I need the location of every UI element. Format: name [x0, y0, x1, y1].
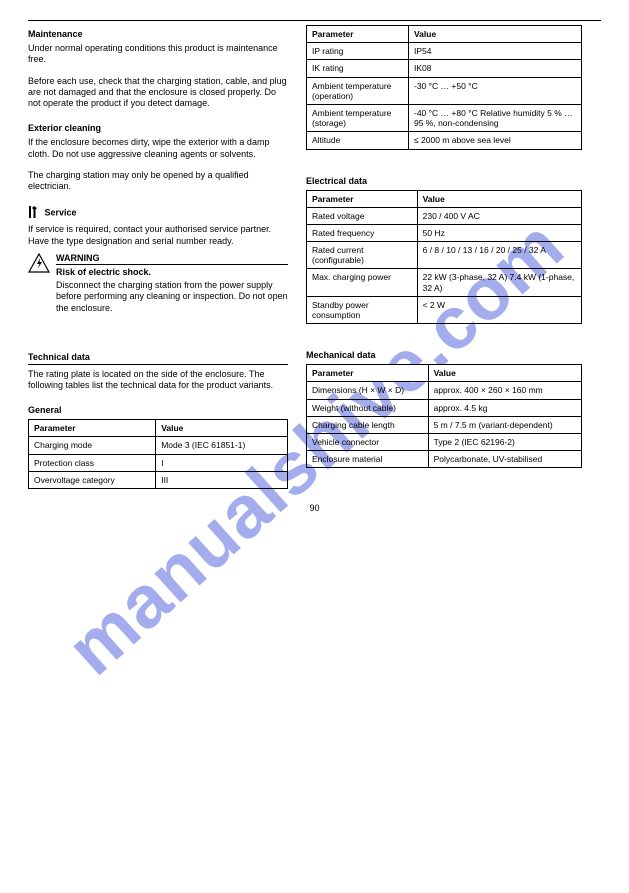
mechanical-heading: Mechanical data: [306, 350, 582, 360]
table-cell: Standby power consumption: [307, 296, 418, 323]
table-cell: Charging mode: [29, 437, 156, 454]
table-cell: Rated voltage: [307, 207, 418, 224]
table-cell: IP rating: [307, 43, 409, 60]
table-cell: Protection class: [29, 454, 156, 471]
table-header: Value: [408, 26, 581, 43]
tools-icon: [28, 206, 38, 220]
general-table: Parameter Value Charging modeMode 3 (IEC…: [28, 419, 288, 489]
techdata-intro: The rating plate is located on the side …: [28, 369, 288, 392]
electrical-heading: Electrical data: [306, 176, 582, 186]
wipe-heading: Exterior cleaning: [28, 123, 288, 133]
wipe-p1: If the enclosure becomes dirty, wipe the…: [28, 137, 288, 160]
table-cell: < 2 W: [417, 296, 581, 323]
table-cell: Charging cable length: [307, 416, 429, 433]
table-header: Value: [428, 365, 581, 382]
table-cell: approx. 4.5 kg: [428, 399, 581, 416]
table-header: Value: [156, 420, 288, 437]
warning-line1: Risk of electric shock.: [56, 267, 288, 278]
env-table: Parameter Value IP ratingIP54IK ratingIK…: [306, 25, 582, 150]
table-cell: -40 °C … +80 °C Relative humidity 5 % … …: [408, 104, 581, 131]
electrical-table: Parameter Value Rated voltage230 / 400 V…: [306, 190, 582, 325]
table-cell: Vehicle connector: [307, 433, 429, 450]
table-cell: Rated current (configurable): [307, 242, 418, 269]
table-cell: -30 °C … +50 °C: [408, 77, 581, 104]
table-cell: I: [156, 454, 288, 471]
warning-box: WARNING Risk of electric shock. Disconne…: [28, 253, 288, 316]
table-cell: Rated frequency: [307, 224, 418, 241]
table-cell: Ambient temperature (storage): [307, 104, 409, 131]
table-cell: Overvoltage category: [29, 471, 156, 488]
right-column: Parameter Value IP ratingIP54IK ratingIK…: [306, 23, 582, 489]
table-header: Parameter: [307, 190, 418, 207]
table-cell: Dimensions (H × W × D): [307, 382, 429, 399]
table-cell: Enclosure material: [307, 451, 429, 468]
table-header: Value: [417, 190, 581, 207]
table-cell: III: [156, 471, 288, 488]
techdata-heading: Technical data: [28, 352, 288, 362]
page-top-rule: [28, 20, 601, 21]
mechanical-table: Parameter Value Dimensions (H × W × D)ap…: [306, 364, 582, 468]
maintenance-heading: Maintenance: [28, 29, 288, 39]
shock-hazard-icon: [28, 253, 50, 316]
table-header: Parameter: [307, 26, 409, 43]
table-cell: IK08: [408, 60, 581, 77]
table-cell: Polycarbonate, UV-stabilised: [428, 451, 581, 468]
warning-title: WARNING: [56, 253, 288, 265]
table-cell: Weight (without cable): [307, 399, 429, 416]
table-cell: Type 2 (IEC 62196-2): [428, 433, 581, 450]
techdata-rule: [28, 364, 288, 365]
warning-line2: Disconnect the charging station from the…: [56, 280, 288, 314]
maintenance-p1: Under normal operating conditions this p…: [28, 43, 288, 66]
service-heading: Service: [28, 206, 288, 220]
page-content: Maintenance Under normal operating condi…: [28, 20, 601, 513]
table-cell: 6 / 8 / 10 / 13 / 16 / 20 / 25 / 32 A: [417, 242, 581, 269]
left-column: Maintenance Under normal operating condi…: [28, 23, 288, 489]
table-cell: ≤ 2000 m above sea level: [408, 132, 581, 149]
table-cell: IK rating: [307, 60, 409, 77]
table-cell: 22 kW (3-phase, 32 A) 7.4 kW (1-phase, 3…: [417, 269, 581, 296]
table-cell: 5 m / 7.5 m (variant-dependent): [428, 416, 581, 433]
table-cell: Max. charging power: [307, 269, 418, 296]
general-heading: General: [28, 405, 288, 415]
table-header: Parameter: [307, 365, 429, 382]
table-cell: approx. 400 × 260 × 160 mm: [428, 382, 581, 399]
table-cell: 50 Hz: [417, 224, 581, 241]
wipe-p2: The charging station may only be opened …: [28, 170, 288, 193]
table-cell: Mode 3 (IEC 61851-1): [156, 437, 288, 454]
service-p: If service is required, contact your aut…: [28, 224, 288, 247]
table-cell: 230 / 400 V AC: [417, 207, 581, 224]
maintenance-p2: Before each use, check that the charging…: [28, 76, 288, 110]
table-cell: Altitude: [307, 132, 409, 149]
table-cell: IP54: [408, 43, 581, 60]
table-header: Parameter: [29, 420, 156, 437]
page-number: 90: [28, 503, 601, 513]
table-cell: Ambient temperature (operation): [307, 77, 409, 104]
service-heading-text: Service: [45, 208, 77, 218]
